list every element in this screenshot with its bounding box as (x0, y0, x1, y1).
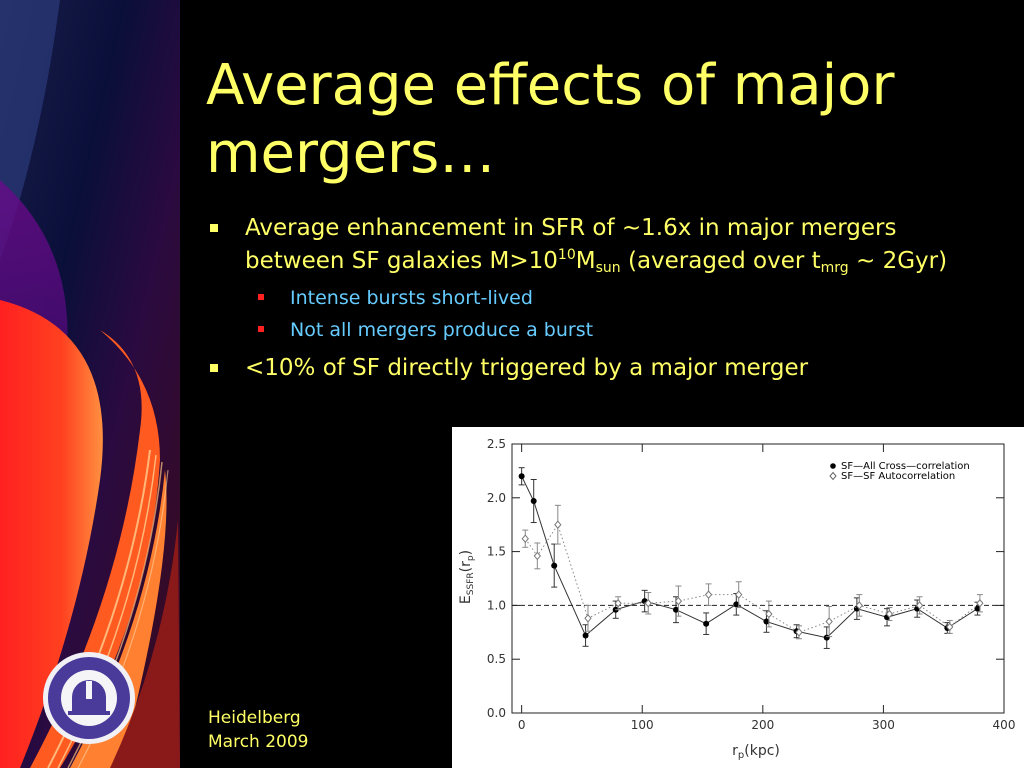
y-tick-label: 1.0 (487, 598, 506, 612)
x-tick-label: 100 (631, 718, 654, 732)
sub-bullet-list: Intense bursts short-lived Not all merge… (245, 282, 1000, 346)
data-point (825, 617, 833, 626)
data-point (735, 590, 743, 599)
bullet-list: Average enhancement in SFR of ~1.6x in m… (210, 212, 1000, 385)
footer-date: March 2009 (208, 732, 309, 752)
y-axis-label: ESSFR(rp) (458, 550, 476, 604)
x-tick-label: 400 (993, 718, 1016, 732)
footer-location: Heidelberg (208, 708, 301, 728)
x-tick-label: 200 (751, 718, 774, 732)
sub-bullet-marker (258, 326, 264, 332)
enhancement-chart: 0 100 200 300 400 0.0 0.5 1.0 1.5 2.0 2.5 SF—All C… (458, 437, 1016, 761)
data-point (584, 614, 592, 623)
legend-label: SF—SF Autocorrelation (841, 471, 955, 482)
chart-panel: 0 100 200 300 400 0.0 0.5 1.0 1.5 2.0 2.5 SF—All C… (452, 427, 1024, 768)
y-tick-label: 0.5 (487, 652, 506, 666)
plot-frame (511, 443, 1005, 714)
data-point (644, 598, 652, 608)
data-point (614, 598, 622, 608)
x-tick-label: 300 (872, 718, 895, 732)
sub-bullet-item: Intense bursts short-lived (245, 282, 1000, 314)
data-point (674, 596, 683, 606)
data-point (765, 609, 773, 619)
data-point (582, 632, 589, 639)
bullet-text: <10% of SF directly triggered by a major… (245, 355, 809, 381)
data-point (885, 609, 894, 619)
y-tick-label: 2.5 (487, 437, 506, 451)
data-point (974, 605, 981, 612)
data-point (530, 498, 537, 505)
bullet-text: Average enhancement in SFR of ~1.6x in m… (245, 215, 948, 276)
institute-logo (43, 652, 135, 744)
data-point (855, 601, 863, 610)
sub-bullet-marker (258, 294, 264, 300)
data-point (703, 620, 710, 627)
bullet-item: <10% of SF directly triggered by a major… (210, 352, 1000, 385)
legend-marker (830, 463, 836, 469)
data-point (915, 601, 924, 610)
data-point (946, 622, 954, 632)
y-tick-label: 0.0 (487, 706, 506, 720)
data-point (976, 598, 984, 608)
data-point (704, 590, 713, 599)
decorative-swirl-background (0, 0, 180, 768)
data-point (551, 562, 558, 569)
y-tick-label: 2.0 (487, 491, 506, 505)
slide-footer: Heidelberg March 2009 (208, 706, 309, 754)
data-point (554, 520, 562, 529)
data-point (763, 618, 770, 625)
legend-marker (829, 471, 837, 481)
x-tick-label: 0 (518, 718, 526, 732)
bullet-item: Average enhancement in SFR of ~1.6x in m… (210, 212, 1000, 346)
data-point (733, 601, 740, 608)
data-point (673, 606, 679, 613)
slide-title: Average effects of major mergers… (206, 53, 895, 186)
data-point (795, 628, 803, 637)
bullet-marker (210, 364, 218, 372)
data-point (518, 473, 525, 480)
y-tick-label: 1.5 (487, 545, 506, 559)
series-line (524, 523, 981, 633)
x-axis-label: rp(kpc) (732, 743, 780, 761)
data-point (521, 534, 529, 543)
sub-bullet-item: Not all mergers produce a burst (245, 314, 1000, 346)
series-line (521, 476, 978, 639)
bullet-marker (210, 224, 218, 232)
legend-label: SF—All Cross—correlation (841, 461, 970, 472)
data-point (533, 551, 541, 561)
